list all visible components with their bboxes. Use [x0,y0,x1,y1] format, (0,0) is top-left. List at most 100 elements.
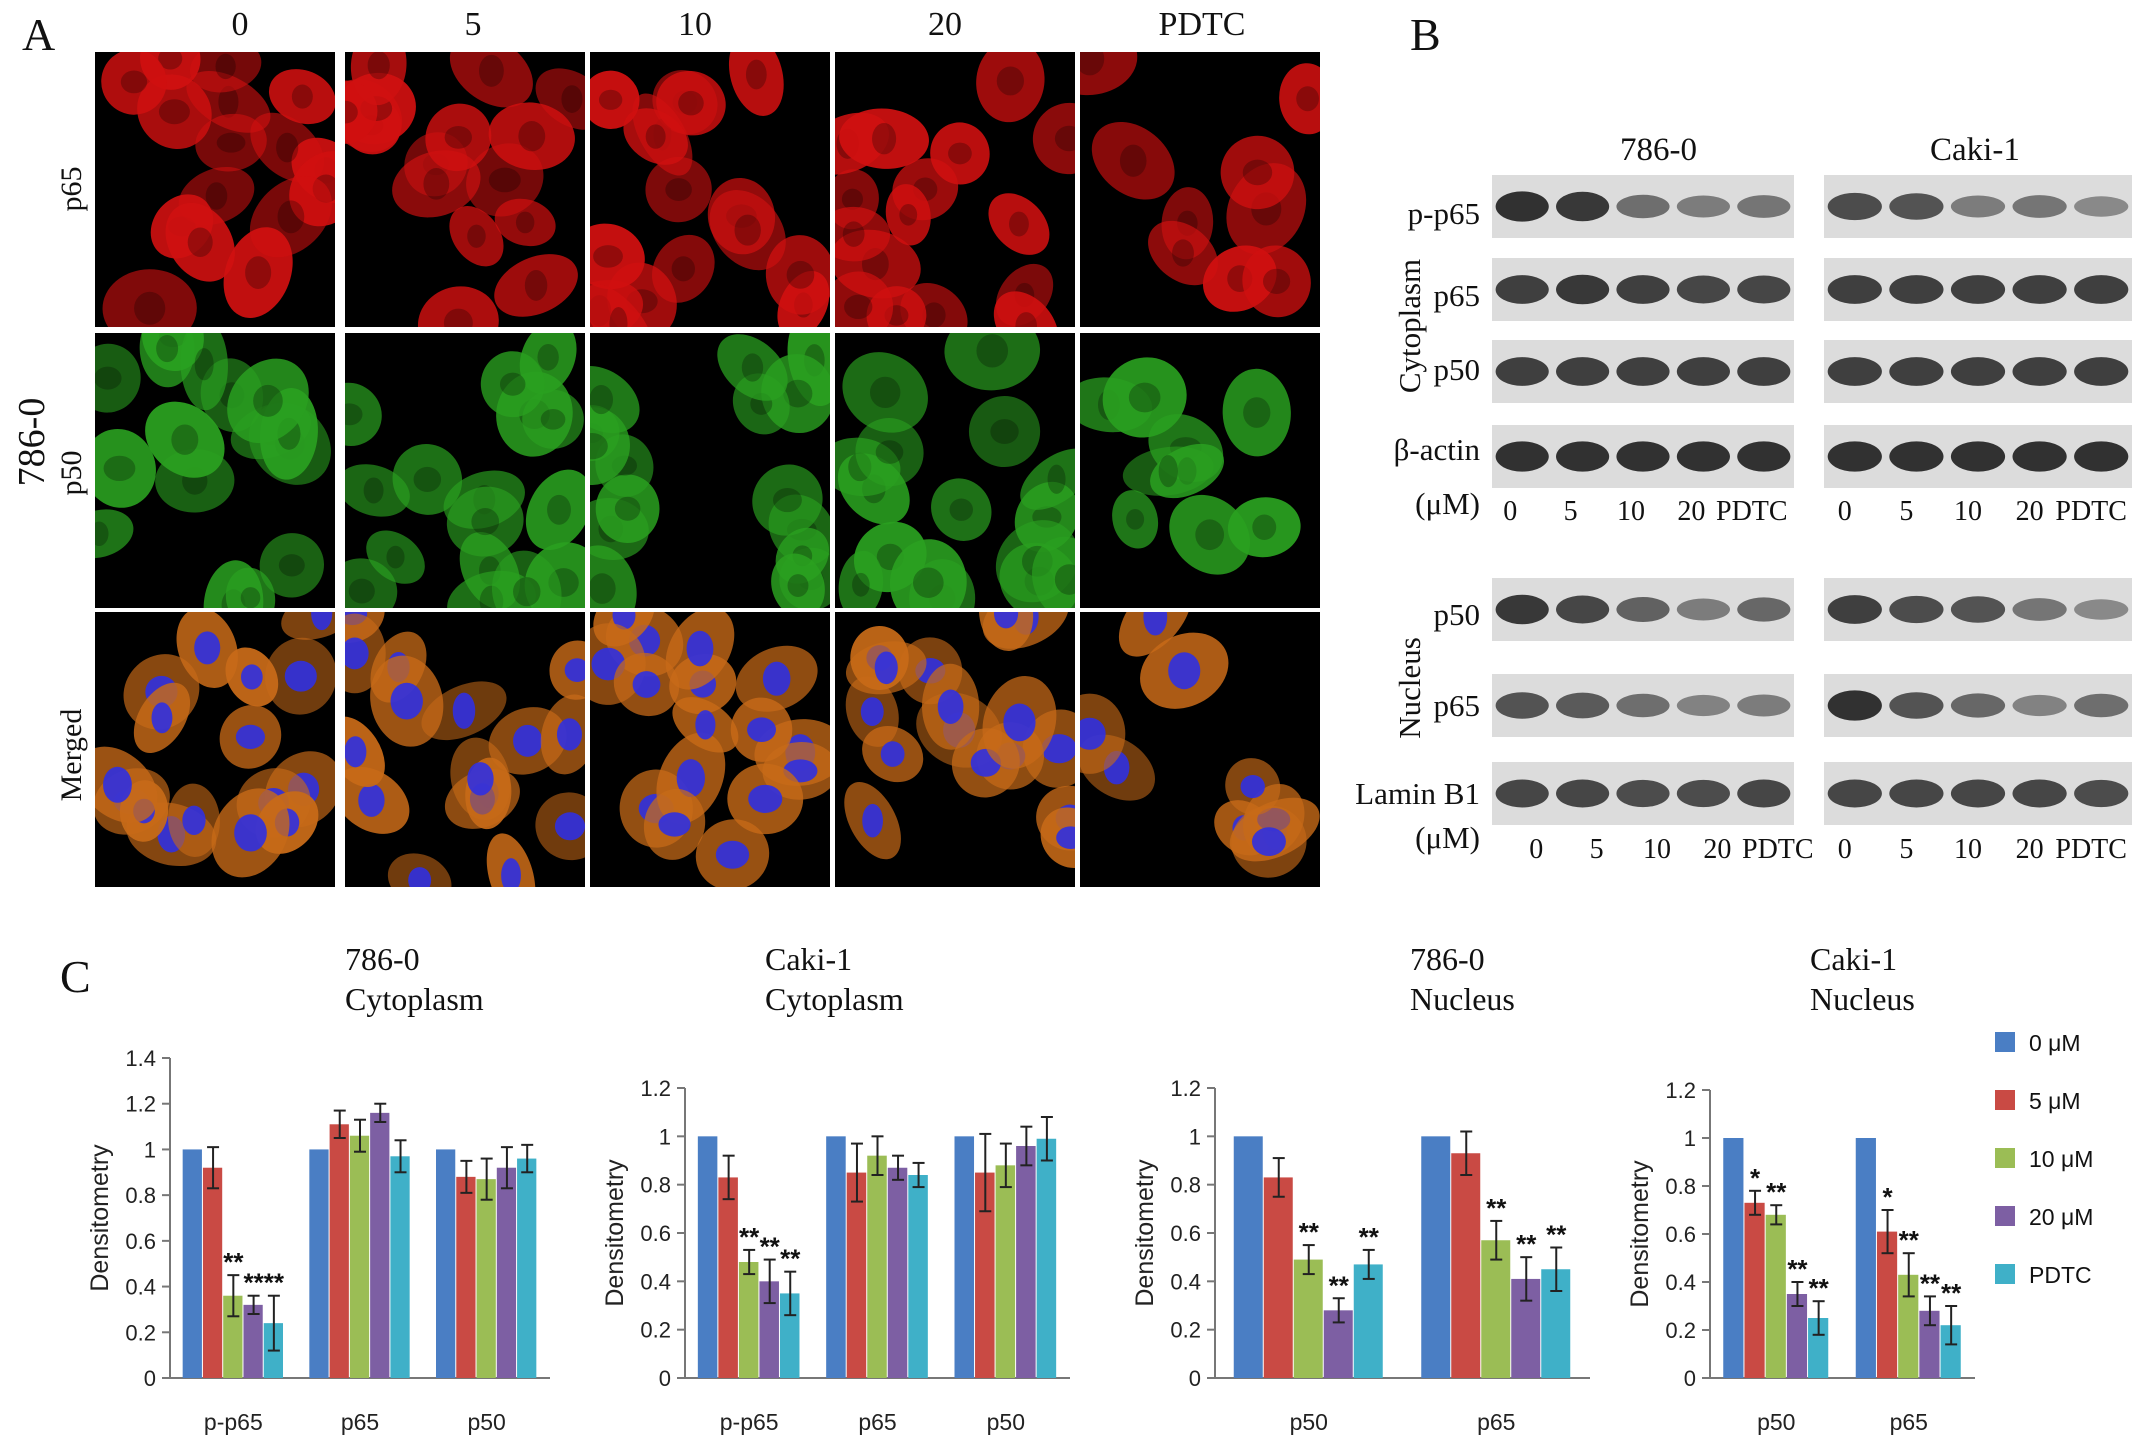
lane-label: 0 [1529,834,1544,865]
micrograph-cell [345,52,585,327]
significance-mark: ** [739,1222,760,1252]
legend-item: 5 μM [1995,1088,2145,1114]
significance-mark: * [1882,1182,1893,1212]
panel-b-label: B [1410,9,1441,60]
bar [1786,1294,1808,1378]
significance-mark: ** [1359,1222,1380,1252]
bar [456,1176,476,1378]
bar [1451,1153,1481,1378]
bar [496,1167,517,1378]
significance-mark: ** [1486,1193,1507,1223]
significance-mark: ** [1546,1220,1567,1250]
blot-strip [1824,340,2132,403]
y-axis-label: Densitometry [1626,1160,1654,1308]
micrograph-cell [835,612,1075,887]
micrograph-cell [835,333,1075,608]
x-tick-label: p65 [341,1409,379,1435]
bar [309,1149,329,1378]
bar [908,1175,928,1378]
blot-strip [1824,425,2132,488]
micrograph-cell [1080,612,1320,887]
bar [1808,1318,1829,1378]
bar-chart: 786-0 Nucleus 0 0.2 0.4 0.6 0.8 1 1.2 Densitometr… [1131,941,1590,1435]
chart-title: Nucleus [1410,981,1515,1017]
lane-label: 10 [1954,496,1982,527]
lane-label: 20 [2015,496,2044,527]
bar [202,1167,223,1378]
legend-label: 20 μM [2029,1204,2094,1230]
bar [436,1149,456,1378]
y-tick-label: 0 [1189,1366,1201,1391]
lane-label: PDTC [1742,834,1814,865]
bar [1293,1259,1323,1378]
bar [182,1149,202,1378]
y-tick-label: 0 [1684,1366,1696,1391]
lane-label: 0 [1837,834,1852,865]
legend-swatch [1995,1148,2015,1168]
legend-item: 0 μM [1995,1030,2145,1056]
bar [1016,1146,1036,1378]
x-tick-label: p50 [1757,1409,1795,1435]
row-label-p65: p65 [55,166,88,212]
lane-label: PDTC [1716,496,1788,527]
micrograph-cell [345,333,585,608]
blot-strip [1492,258,1794,321]
chart-title: Nucleus [1810,981,1915,1017]
x-tick-label: p50 [1290,1409,1328,1435]
y-tick-label: 1 [1189,1124,1201,1149]
y-tick-label: 1 [144,1137,156,1162]
significance-mark: ** [1329,1270,1350,1300]
chart-title: Caki-1 [1810,941,1897,977]
band-label: p-p65 [1407,196,1480,231]
bar [1919,1310,1940,1378]
y-tick-label: 0.2 [125,1320,156,1345]
legend-item: PDTC [1995,1262,2145,1288]
row-label-p50: p50 [55,450,88,496]
y-tick-label: 0.8 [640,1173,671,1198]
legend-swatch [1995,1206,2015,1226]
bar [1036,1138,1057,1378]
y-tick-label: 1 [659,1124,671,1149]
lane-label: 20 [2015,834,2044,865]
lane-label: 10 [1954,834,1982,865]
significance-mark: ** [760,1232,781,1262]
y-tick-label: 1 [1684,1126,1696,1151]
bar [759,1281,779,1378]
band-label: p65 [1433,688,1481,723]
y-tick-label: 0.8 [1665,1174,1696,1199]
bar [1940,1325,1961,1378]
blot-strip [1492,425,1794,488]
blot-strip [1492,674,1794,737]
micrograph-cell [590,612,830,887]
significance-mark: ** [264,1268,285,1298]
band-label: Lamin B1 [1355,776,1480,811]
bar [846,1172,867,1378]
bar [329,1124,349,1378]
chart-title: 786-0 [345,941,420,977]
y-tick-label: 0.6 [1665,1222,1696,1247]
bar [1421,1136,1451,1378]
lane-label: 10 [1643,834,1671,865]
column-header: 0 [231,6,249,43]
y-axis-label: Densitometry [601,1159,629,1307]
micrograph-cell [95,612,335,887]
cell-line-label: 786-0 [11,397,53,487]
y-axis-label: Densitometry [1131,1159,1159,1307]
bar [867,1155,887,1378]
significance-mark: ** [1920,1268,1941,1298]
bar [1855,1138,1876,1378]
significance-mark: ** [1941,1278,1962,1308]
y-tick-label: 0 [659,1366,671,1391]
bar [476,1179,496,1378]
lane-label: PDTC [2055,496,2127,527]
bar [243,1304,263,1378]
y-tick-label: 0.6 [125,1229,156,1254]
lane-label: 5 [1899,834,1914,865]
y-tick-label: 1.2 [640,1076,671,1101]
micrograph-cell [95,333,335,608]
bar [349,1135,370,1378]
y-tick-label: 0.6 [640,1221,671,1246]
y-tick-label: 0 [144,1366,156,1391]
chart-title: Caki-1 [765,941,852,977]
bar-chart: 786-0 Cytoplasm 0 0.2 0.4 0.6 0.8 1 1.2 1.4 Densit… [86,941,550,1435]
